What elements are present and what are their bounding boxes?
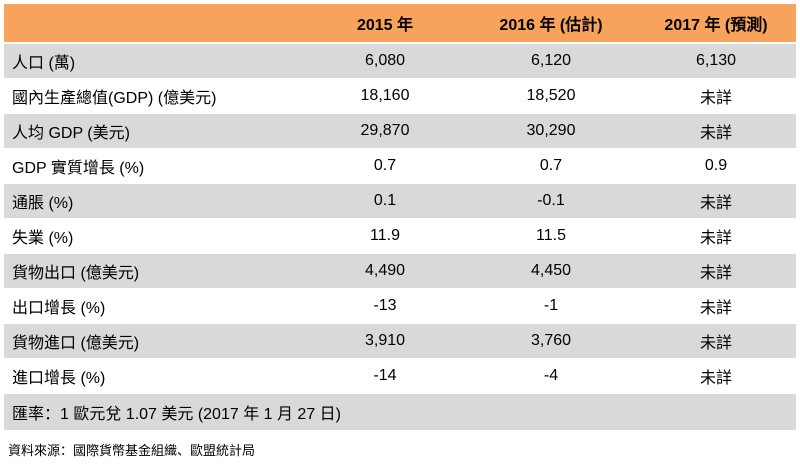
table-row: 通脹 (%) 0.1 -0.1 未詳 (4, 183, 796, 219)
row-label: 貨物出口 (億美元) (4, 253, 304, 289)
row-label: 失業 (%) (4, 218, 304, 254)
economic-indicators-table: 2015 年 2016 年 (估計) 2017 年 (預測) 人口 (萬) 6,… (4, 4, 796, 431)
cell-2015: 0.7 (304, 148, 466, 184)
cell-2017: 未詳 (636, 218, 796, 254)
footnote-row: 匯率：1 歐元兌 1.07 美元 (2017 年 1 月 27 日) (4, 393, 796, 431)
row-label: 通脹 (%) (4, 183, 304, 219)
cell-2015: 6,080 (304, 43, 466, 79)
cell-2017: 未詳 (636, 78, 796, 114)
cell-2015: 29,870 (304, 113, 466, 149)
cell-2016: 18,520 (466, 78, 636, 114)
source-note: 資料來源：國際貨幣基金組織、歐盟統計局 (8, 443, 256, 458)
row-label: 進口增長 (%) (4, 358, 304, 394)
cell-2017: 未詳 (636, 358, 796, 394)
table-row: 失業 (%) 11.9 11.5 未詳 (4, 218, 796, 254)
table-row: 人口 (萬) 6,080 6,120 6,130 (4, 43, 796, 79)
cell-2015: 11.9 (304, 218, 466, 254)
cell-2015: 3,910 (304, 323, 466, 359)
row-label: 貨物進口 (億美元) (4, 323, 304, 359)
header-blank (4, 4, 304, 44)
table-row: GDP 實質增長 (%) 0.7 0.7 0.9 (4, 148, 796, 184)
table-row: 人均 GDP (美元) 29,870 30,290 未詳 (4, 113, 796, 149)
cell-2015: 18,160 (304, 78, 466, 114)
cell-2017: 6,130 (636, 43, 796, 79)
table-row: 進口增長 (%) -14 -4 未詳 (4, 358, 796, 394)
row-label: 人均 GDP (美元) (4, 113, 304, 149)
cell-2016: -1 (466, 288, 636, 324)
row-label: 人口 (萬) (4, 43, 304, 79)
cell-2015: 4,490 (304, 253, 466, 289)
cell-2016: 30,290 (466, 113, 636, 149)
table-row: 國內生產總值(GDP) (億美元) 18,160 18,520 未詳 (4, 78, 796, 114)
header-2016: 2016 年 (估計) (466, 4, 636, 44)
cell-2017: 未詳 (636, 288, 796, 324)
cell-2017: 未詳 (636, 113, 796, 149)
cell-2016: 4,450 (466, 253, 636, 289)
row-label: 國內生產總值(GDP) (億美元) (4, 78, 304, 114)
cell-2015: -13 (304, 288, 466, 324)
cell-2016: 6,120 (466, 43, 636, 79)
cell-2016: 11.5 (466, 218, 636, 254)
table-row: 貨物出口 (億美元) 4,490 4,450 未詳 (4, 253, 796, 289)
cell-2017: 未詳 (636, 183, 796, 219)
exchange-rate-note: 匯率：1 歐元兌 1.07 美元 (2017 年 1 月 27 日) (4, 393, 796, 431)
cell-2016: -0.1 (466, 183, 636, 219)
header-2015: 2015 年 (304, 4, 466, 44)
cell-2017: 0.9 (636, 148, 796, 184)
cell-2017: 未詳 (636, 323, 796, 359)
cell-2016: 3,760 (466, 323, 636, 359)
row-label: GDP 實質增長 (%) (4, 148, 304, 184)
economic-table-container: 2015 年 2016 年 (估計) 2017 年 (預測) 人口 (萬) 6,… (4, 4, 796, 431)
header-2017: 2017 年 (預測) (636, 4, 796, 44)
table-row: 貨物進口 (億美元) 3,910 3,760 未詳 (4, 323, 796, 359)
cell-2015: -14 (304, 358, 466, 394)
cell-2016: -4 (466, 358, 636, 394)
cell-2016: 0.7 (466, 148, 636, 184)
cell-2017: 未詳 (636, 253, 796, 289)
row-label: 出口增長 (%) (4, 288, 304, 324)
cell-2015: 0.1 (304, 183, 466, 219)
table-row: 出口增長 (%) -13 -1 未詳 (4, 288, 796, 324)
header-row: 2015 年 2016 年 (估計) 2017 年 (預測) (4, 4, 796, 44)
